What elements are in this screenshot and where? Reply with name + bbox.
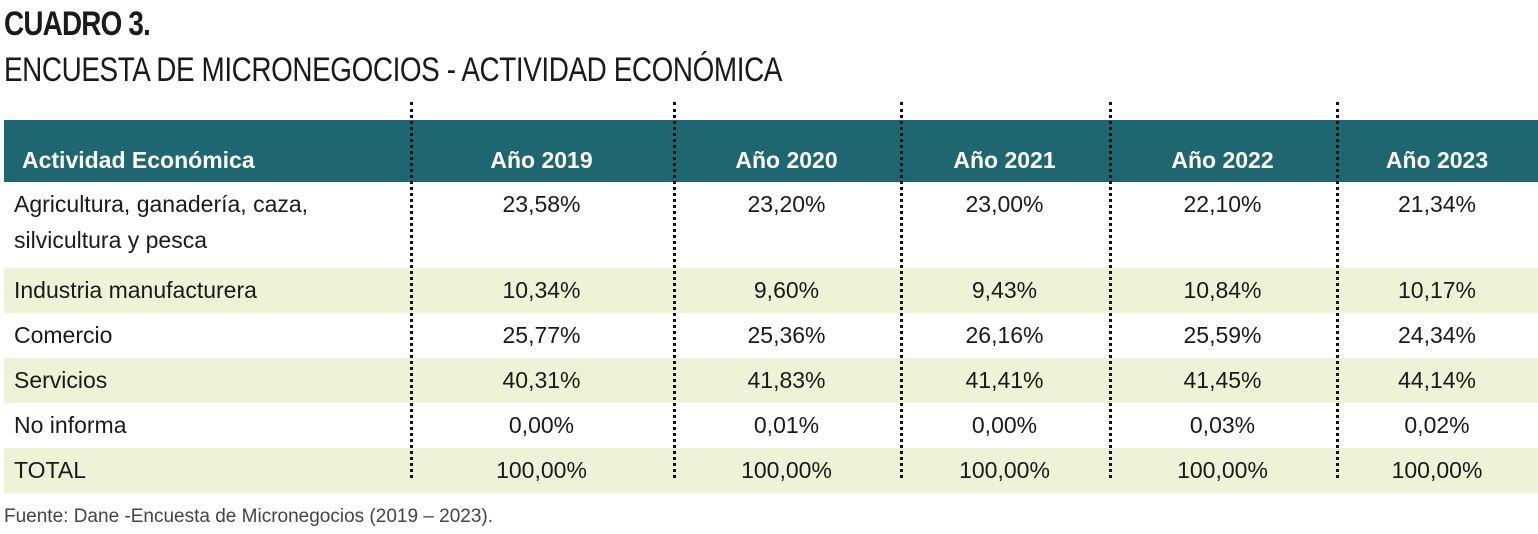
table-cell: 41,83% (673, 358, 900, 403)
table-cell: 100,00% (410, 448, 673, 493)
table-cell: 100,00% (673, 448, 900, 493)
dotted-divider (1109, 102, 1112, 478)
dotted-divider (410, 102, 413, 478)
table-row: Comercio 25,77% 25,36% 26,16% 25,59% 24,… (4, 313, 1538, 358)
row-label-agricultura: Agricultura, ganadería, caza, silvicultu… (14, 191, 309, 253)
table-cell: 21,34% (1397, 191, 1476, 217)
row-label-industria: Industria manufacturera (4, 268, 410, 313)
table-cell: 100,00% (1336, 448, 1538, 493)
table-cell: 10,84% (1109, 268, 1336, 313)
table-cell: 10,17% (1336, 268, 1538, 313)
table-cell: 40,31% (410, 358, 673, 403)
table-cell: 23,00% (965, 191, 1044, 217)
table-cell: 9,60% (673, 268, 900, 313)
table-row: Agricultura, ganadería, caza, silvicultu… (4, 182, 1538, 268)
table-cell: 25,59% (1183, 322, 1262, 348)
table-cell: 10,34% (410, 268, 673, 313)
dotted-divider (900, 102, 903, 478)
table-subtitle: ENCUESTA DE MICRONEGOCIOS - ACTIVIDAD EC… (4, 51, 782, 89)
table-row: Industria manufacturera 10,34% 9,60% 9,4… (4, 268, 1538, 313)
header-2023: Año 2023 (1385, 146, 1489, 173)
table-cell: 0,02% (1404, 412, 1470, 438)
header-2019: Año 2019 (490, 146, 593, 173)
table-cell: 0,01% (753, 412, 820, 438)
dotted-divider (1336, 102, 1339, 478)
header-2020: Año 2020 (735, 146, 838, 173)
table-row: Servicios 40,31% 41,83% 41,41% 41,45% 44… (4, 358, 1538, 403)
table-cell: 44,14% (1336, 358, 1538, 403)
source-note: Fuente: Dane -Encuesta de Micronegocios … (4, 506, 494, 527)
table-cell: 25,36% (747, 322, 826, 348)
table-cell: 100,00% (1109, 448, 1336, 493)
table-cell: 0,00% (508, 412, 575, 438)
table-cell: 22,10% (1183, 191, 1262, 217)
table-row: No informa 0,00% 0,01% 0,00% 0,03% 0,02% (4, 403, 1538, 448)
table-cell: 23,20% (747, 191, 826, 217)
row-label-total: TOTAL (4, 448, 410, 493)
table-cell: 41,45% (1109, 358, 1336, 403)
title-block: CUADRO 3. ENCUESTA DE MICRONEGOCIOS - AC… (4, 4, 953, 90)
dotted-divider (673, 102, 676, 478)
table-cell: 41,41% (900, 358, 1109, 403)
header-2021: Año 2021 (953, 146, 1056, 173)
table-cell: 0,00% (971, 412, 1038, 438)
row-label-no-informa: No informa (14, 412, 127, 438)
header-activity: Actividad Económica (22, 146, 255, 173)
table-cell: 23,58% (502, 191, 581, 217)
table-cell: 9,43% (900, 268, 1109, 313)
header-row: Actividad Económica Año 2019 Año 2020 Añ… (4, 120, 1538, 182)
row-label-servicios: Servicios (4, 358, 410, 403)
table-cell: 26,16% (965, 322, 1044, 348)
table-row-total: TOTAL 100,00% 100,00% 100,00% 100,00% 10… (4, 448, 1538, 493)
table-cell: 0,03% (1189, 412, 1256, 438)
header-2022: Año 2022 (1171, 146, 1274, 173)
row-label-comercio: Comercio (14, 322, 113, 348)
table-cell: 24,34% (1397, 322, 1476, 348)
header-spacer (4, 102, 1538, 120)
data-table-container: Actividad Económica Año 2019 Año 2020 Añ… (4, 102, 1538, 493)
data-table: Actividad Económica Año 2019 Año 2020 Añ… (4, 102, 1538, 493)
table-cell: 100,00% (900, 448, 1109, 493)
table-cell: 25,77% (502, 322, 581, 348)
table-title: CUADRO 3. (4, 5, 151, 43)
